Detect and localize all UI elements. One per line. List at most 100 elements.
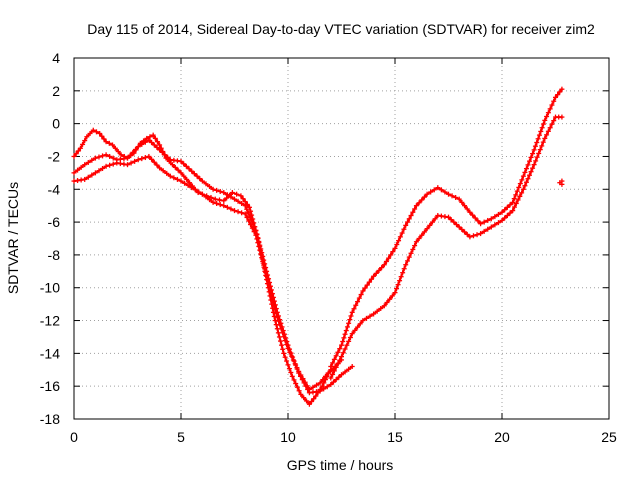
data-point	[125, 162, 130, 168]
data-point	[383, 258, 389, 264]
data-point	[376, 267, 382, 273]
data-point	[304, 383, 310, 389]
data-point	[337, 357, 343, 363]
data-point	[527, 158, 533, 164]
data-point	[379, 265, 385, 271]
data-point	[485, 217, 491, 223]
y-tick-label: -18	[40, 411, 60, 427]
data-point	[164, 170, 170, 176]
data-point	[349, 331, 355, 337]
data-point	[523, 179, 529, 185]
data-point	[557, 89, 563, 95]
data-point	[217, 188, 223, 194]
data-point	[89, 172, 95, 178]
data-point	[149, 140, 155, 146]
data-point	[339, 342, 344, 348]
data-point	[103, 139, 109, 145]
data-point	[298, 372, 304, 378]
data-point	[287, 349, 293, 355]
data-point	[504, 204, 510, 210]
data-point	[449, 193, 455, 199]
data-point	[244, 214, 250, 220]
data-point	[413, 203, 419, 209]
data-point	[302, 379, 308, 385]
data-point	[128, 160, 134, 166]
data-point	[346, 320, 352, 326]
data-point	[234, 191, 240, 197]
data-point	[247, 213, 253, 219]
y-axis-label: SDTVAR / TECUs	[5, 182, 21, 294]
data-point	[162, 152, 168, 158]
data-point	[555, 92, 561, 98]
data-point	[522, 183, 528, 189]
data-point	[172, 164, 178, 170]
data-point	[534, 140, 540, 146]
series-track-d	[328, 86, 565, 369]
data-point	[406, 216, 412, 222]
data-point	[464, 231, 470, 237]
data-point	[214, 200, 220, 206]
data-point	[343, 328, 349, 334]
data-point	[536, 132, 542, 138]
data-point	[210, 199, 216, 205]
data-point	[330, 360, 336, 366]
data-point	[525, 162, 531, 168]
data-point	[107, 162, 113, 168]
data-point	[240, 196, 246, 202]
data-point	[280, 330, 286, 336]
data-point	[495, 211, 501, 217]
data-point	[432, 216, 438, 222]
data-point	[467, 209, 473, 215]
data-point	[401, 266, 407, 272]
data-point	[416, 200, 422, 206]
data-point	[355, 299, 361, 305]
data-point	[78, 164, 84, 170]
data-point	[276, 318, 282, 324]
data-point	[357, 321, 363, 327]
series-track-e	[328, 114, 565, 381]
data-point	[71, 170, 77, 176]
data-point	[221, 203, 227, 209]
data-point	[296, 388, 302, 394]
data-point	[267, 284, 273, 290]
data-point	[348, 313, 354, 319]
y-tick-label: 2	[52, 83, 60, 99]
data-point	[174, 176, 180, 182]
data-point	[557, 180, 563, 186]
data-point	[199, 191, 205, 197]
data-point	[515, 197, 521, 203]
data-point	[296, 368, 302, 374]
data-point	[367, 313, 373, 319]
data-point	[467, 234, 473, 240]
data-point	[100, 165, 106, 171]
data-point	[274, 314, 280, 320]
data-point	[349, 363, 355, 369]
data-point	[194, 173, 200, 179]
y-tick-label: -10	[40, 280, 60, 296]
data-point	[133, 146, 139, 152]
data-point	[282, 354, 288, 360]
data-point	[412, 243, 418, 249]
data-point	[355, 324, 361, 330]
data-point	[154, 139, 160, 145]
data-point	[186, 166, 192, 172]
plot-frame	[73, 57, 610, 420]
data-point	[150, 132, 156, 138]
data-point	[238, 193, 244, 199]
x-tick-label: 5	[177, 429, 185, 445]
data-point	[419, 197, 425, 203]
data-point	[536, 150, 542, 156]
data-point	[364, 282, 370, 288]
data-point	[336, 374, 342, 380]
data-point	[319, 383, 325, 389]
data-point	[528, 154, 534, 160]
data-point	[547, 125, 553, 131]
data-point	[242, 203, 248, 209]
data-point	[191, 171, 197, 177]
data-point	[522, 169, 528, 175]
data-point	[203, 181, 209, 187]
data-point	[448, 217, 454, 223]
series-line	[73, 129, 343, 406]
data-point	[527, 172, 533, 178]
data-point	[260, 258, 266, 264]
